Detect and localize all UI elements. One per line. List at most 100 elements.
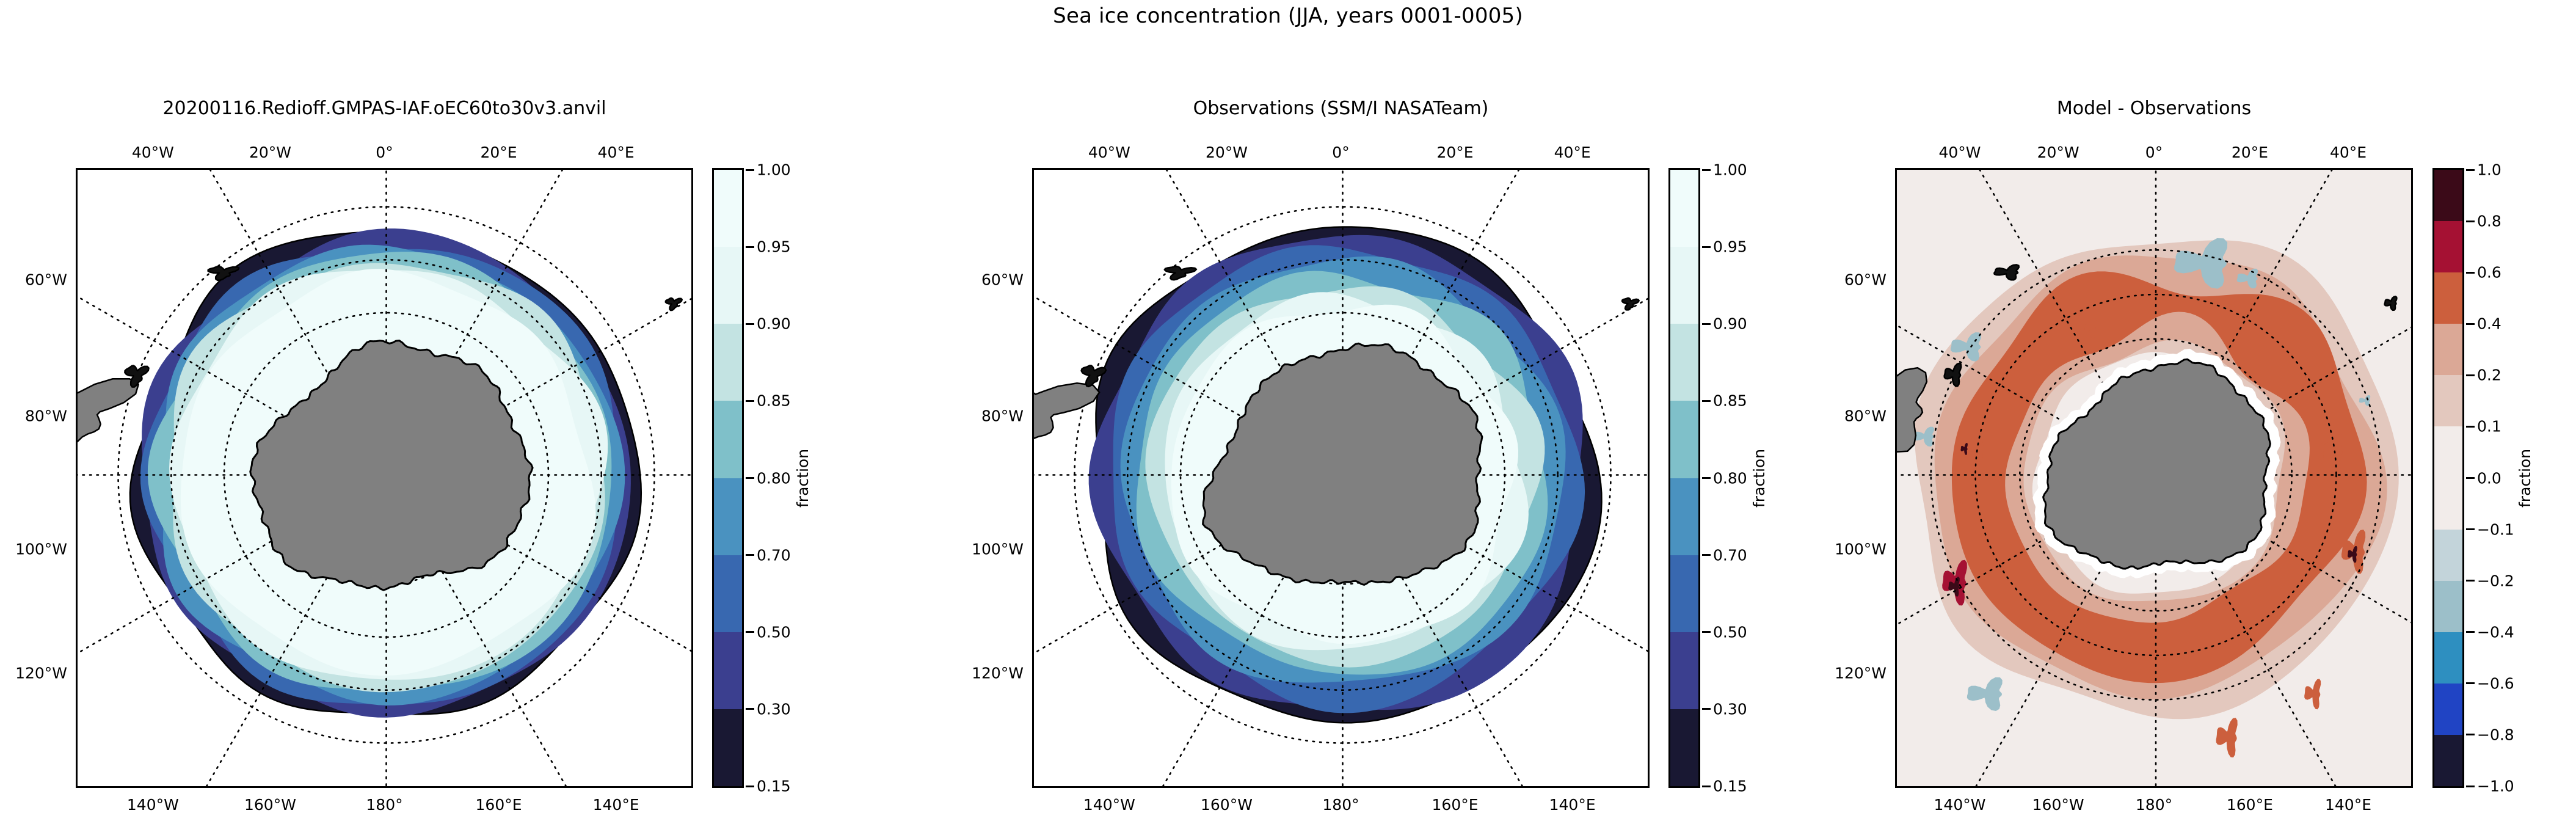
colorbar-band xyxy=(2434,734,2462,786)
panel-model: 20200116.Redioff.GMPAS-IAF.oEC60to30v3.a… xyxy=(15,98,693,814)
colorbar-band xyxy=(2434,683,2462,735)
colorbar-tick xyxy=(2466,323,2475,325)
colorbar-band xyxy=(1670,709,1698,786)
colorbar-tick xyxy=(2466,528,2475,531)
colorbar-tick-label: −1.0 xyxy=(2477,777,2514,795)
colorbar-band xyxy=(714,478,742,555)
colorbar-band xyxy=(2434,221,2462,273)
colorbar-tick xyxy=(2466,374,2475,376)
colorbar-tick xyxy=(746,631,754,633)
lon-tick-top-3: 20°E xyxy=(480,144,517,161)
colorbar-tick xyxy=(2466,580,2475,582)
map-svg-difference xyxy=(1897,170,2411,786)
lon-tick-top-0: 40°W xyxy=(1938,144,1981,161)
colorbar-tick xyxy=(2466,220,2475,222)
lon-tick-bottom-3: 160°E xyxy=(475,796,522,814)
colorbar-tick-label: 1.0 xyxy=(2477,161,2501,179)
lon-tick-top-4: 40°E xyxy=(2329,144,2367,161)
lon-tick-bottom-4: 140°E xyxy=(1549,796,1596,814)
colorbar-tick-label: 0.70 xyxy=(1713,546,1747,564)
colorbar-tick xyxy=(746,477,754,479)
colorbar-band xyxy=(714,709,742,786)
colorbar-band xyxy=(714,324,742,401)
lon-tick-bottom-4: 140°E xyxy=(2324,796,2372,814)
colorbar-tick-label: −0.6 xyxy=(2477,674,2514,693)
lon-tick-bottom-0: 140°W xyxy=(1934,796,1986,814)
colorbar-band xyxy=(1670,401,1698,478)
difference-contours xyxy=(1915,240,2399,720)
map-difference[interactable] xyxy=(1895,168,2413,788)
colorbar-tick xyxy=(2466,785,2475,787)
panel-title-difference: Model - Observations xyxy=(2056,98,2252,119)
lon-tick-top-1: 20°W xyxy=(249,144,291,161)
lat-tick-left-2: 100°W xyxy=(1835,540,1887,558)
colorbar-tick xyxy=(746,323,754,325)
colorbar-tick xyxy=(2466,477,2475,479)
colorbar-concentration-obs[interactable]: 0.15 0.30 0.50 0.70 0.80 0.85 0.90 0.95 1.00 xyxy=(1668,161,1747,795)
colorbar-tick-label: 0.90 xyxy=(1713,315,1747,333)
lat-tick-left-1: 80°W xyxy=(981,407,1024,425)
colorbar-tick-label: 1.00 xyxy=(757,161,791,179)
south-america-landmass xyxy=(1034,265,1640,439)
map-svg-model xyxy=(78,170,691,786)
colorbar-tick-label: 0.80 xyxy=(757,469,791,487)
lon-tick-bottom-1: 160°W xyxy=(2032,796,2084,814)
colorbar-label-model: fraction xyxy=(794,448,812,508)
colorbar-band xyxy=(1670,247,1698,324)
lat-tick-left-3: 120°W xyxy=(15,664,67,682)
map-model[interactable] xyxy=(76,168,693,788)
difference-hotspots xyxy=(1942,317,2366,758)
colorbar-band xyxy=(2434,272,2462,324)
colorbar-tick xyxy=(1702,477,1711,479)
colorbar-difference[interactable]: −1.0 −0.8 −0.6 −0.4 −0.2 −0.1 0.0 0.1 0.2 0.4 0.6 0… xyxy=(2432,161,2514,795)
colorbar-band xyxy=(714,247,742,324)
lat-tick-left-0: 60°W xyxy=(1844,271,1887,289)
colorbar-tick-label: −0.8 xyxy=(2477,726,2514,744)
panel-observations: Observations (SSM/I NASATeam) 40°W 20°W … xyxy=(972,98,1650,814)
colorbar-tick-label: −0.2 xyxy=(2477,572,2514,590)
colorbar-tick-label: −0.1 xyxy=(2477,520,2514,539)
lon-tick-top-2: 0° xyxy=(1332,144,1350,161)
colorbar-tick-label: 0.8 xyxy=(2477,212,2501,230)
map-observations[interactable] xyxy=(1032,168,1650,788)
panel-title-model: 20200116.Redioff.GMPAS-IAF.oEC60to30v3.a… xyxy=(162,98,606,119)
lon-tick-bottom-1: 160°W xyxy=(244,796,296,814)
colorbar-tick-label: 0.85 xyxy=(1713,392,1747,410)
colorbar-band xyxy=(2434,529,2462,581)
colorbar-band xyxy=(2434,375,2462,427)
panel-difference: Model - Observations 40°W 20°W 0° 20°E 4… xyxy=(1835,98,2413,814)
colorbar-label-obs: fraction xyxy=(1750,448,1768,508)
colorbar-tick-label: 0.95 xyxy=(757,238,791,256)
colorbar-band xyxy=(1670,632,1698,709)
colorbar-band xyxy=(1670,478,1698,555)
antarctica-landmass xyxy=(1202,342,1483,586)
antarctica-landmass xyxy=(2032,348,2281,578)
colorbar-tick-label: 0.90 xyxy=(757,315,791,333)
lon-tick-top-4: 40°E xyxy=(597,144,635,161)
colorbar-band xyxy=(1670,170,1698,247)
south-america-landmass xyxy=(1897,264,2398,453)
colorbar-tick-label: 0.80 xyxy=(1713,469,1747,487)
colorbar-tick xyxy=(2466,169,2475,171)
lon-tick-top-4: 40°E xyxy=(1554,144,1591,161)
colorbar-band xyxy=(1670,324,1698,401)
lat-tick-left-1: 80°W xyxy=(24,407,67,425)
colorbar-tick xyxy=(1702,399,1711,402)
colorbar-tick xyxy=(746,708,754,710)
colorbar-band xyxy=(714,632,742,709)
colorbar-concentration-model[interactable]: 0.15 0.30 0.50 0.70 0.80 0.85 0.90 0.95 1.00 xyxy=(712,161,791,795)
map-svg-observations xyxy=(1034,170,1648,786)
colorbar-tick xyxy=(1702,631,1711,633)
lon-tick-bottom-2: 180° xyxy=(1322,796,1359,814)
lon-tick-bottom-4: 140°E xyxy=(592,796,639,814)
lon-tick-bottom-0: 140°W xyxy=(126,796,179,814)
figure-suptitle: Sea ice concentration (JJA, years 0001-0… xyxy=(1053,4,1523,28)
lat-tick-left-3: 120°W xyxy=(1835,664,1887,682)
lat-tick-left-3: 120°W xyxy=(972,664,1024,682)
colorbar-tick xyxy=(746,169,754,171)
colorbar-tick xyxy=(2466,631,2475,633)
lon-tick-top-3: 20°E xyxy=(2231,144,2268,161)
antarctica-landmass xyxy=(249,340,534,591)
colorbar-band xyxy=(2434,580,2462,632)
colorbar-tick-label: −0.4 xyxy=(2477,623,2514,641)
